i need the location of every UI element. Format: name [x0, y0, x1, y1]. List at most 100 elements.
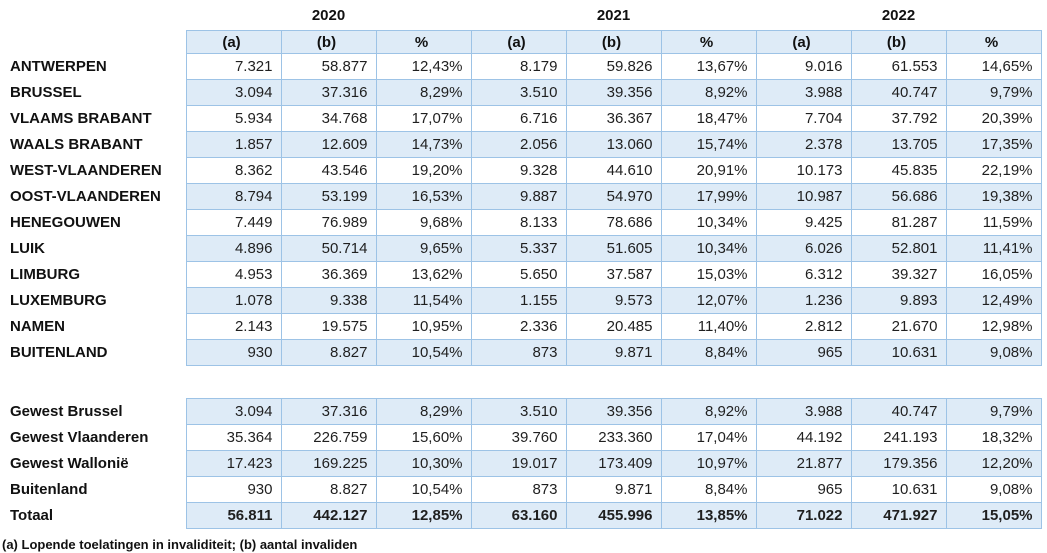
value-cell: 12,20%	[945, 450, 1042, 477]
value-cell: 10,34%	[660, 209, 757, 236]
value-cell: 20,39%	[945, 105, 1042, 132]
value-cell: 22,19%	[945, 157, 1042, 184]
table-row: WEST-VLAANDEREN 8.362 43.546 19,20% 9.328 44.…	[0, 157, 1042, 184]
value-cell: 15,60%	[375, 424, 472, 451]
value-cell: 9,08%	[945, 339, 1042, 366]
value-cell: 9.887	[470, 183, 567, 210]
value-cell: 45.835	[850, 157, 947, 184]
header-2021-b: (b)	[565, 30, 662, 54]
value-cell: 53.199	[280, 183, 377, 210]
value-cell: 3.510	[470, 79, 567, 106]
value-cell: 169.225	[280, 450, 377, 477]
row-label: Gewest Wallonië	[0, 450, 186, 477]
value-cell: 51.605	[565, 235, 662, 262]
value-cell: 6.312	[755, 261, 852, 288]
value-cell: 15,05%	[945, 502, 1042, 529]
value-cell: 36.367	[565, 105, 662, 132]
value-cell: 9.338	[280, 287, 377, 314]
value-cell: 19,38%	[945, 183, 1042, 210]
value-cell: 930	[185, 339, 282, 366]
value-cell: 13.705	[850, 131, 947, 158]
table-row: ANTWERPEN 7.321 58.877 12,43% 8.179 59.826 13,…	[0, 53, 1042, 80]
table-row: VLAAMS BRABANT 5.934 34.768 17,07% 6.716 36.3…	[0, 105, 1042, 132]
value-cell: 12,43%	[375, 53, 472, 80]
value-cell: 15,74%	[660, 131, 757, 158]
value-cell: 8.179	[470, 53, 567, 80]
value-cell: 17,99%	[660, 183, 757, 210]
value-cell: 5.650	[470, 261, 567, 288]
value-cell: 35.364	[185, 424, 282, 451]
row-label: LUXEMBURG	[0, 287, 186, 314]
value-cell: 40.747	[850, 79, 947, 106]
year-label-2022: 2022	[881, 6, 916, 24]
value-cell: 8,84%	[660, 339, 757, 366]
value-cell: 9,79%	[945, 79, 1042, 106]
value-cell: 18,32%	[945, 424, 1042, 451]
value-cell: 21.670	[850, 313, 947, 340]
row-label: NAMEN	[0, 313, 186, 340]
value-cell: 3.094	[185, 79, 282, 106]
value-cell: 58.877	[280, 53, 377, 80]
row-label: LUIK	[0, 235, 186, 262]
value-cell: 8,92%	[660, 398, 757, 425]
value-cell: 8.827	[280, 476, 377, 503]
header-corner-cell	[0, 30, 186, 54]
table-row: NAMEN 2.143 19.575 10,95% 2.336 20.485 11,40% 2…	[0, 313, 1042, 340]
value-cell: 6.716	[470, 105, 567, 132]
value-cell: 13,62%	[375, 261, 472, 288]
value-cell: 16,53%	[375, 183, 472, 210]
value-cell: 9.871	[565, 476, 662, 503]
value-cell: 965	[755, 476, 852, 503]
value-cell: 9.893	[850, 287, 947, 314]
value-cell: 2.143	[185, 313, 282, 340]
value-cell: 12,98%	[945, 313, 1042, 340]
table-row: BRUSSEL 3.094 37.316 8,29% 3.510 39.356 8,92% 3…	[0, 79, 1042, 106]
row-label: BUITENLAND	[0, 339, 186, 366]
header-2021-pct: %	[660, 30, 757, 54]
value-cell: 19.575	[280, 313, 377, 340]
header-2020-pct: %	[375, 30, 472, 54]
row-label: WEST-VLAANDEREN	[0, 157, 186, 184]
value-cell: 17,35%	[945, 131, 1042, 158]
value-cell: 10,97%	[660, 450, 757, 477]
value-cell: 71.022	[755, 502, 852, 529]
value-cell: 13,85%	[660, 502, 757, 529]
value-cell: 9,68%	[375, 209, 472, 236]
value-cell: 12.609	[280, 131, 377, 158]
value-cell: 10.987	[755, 183, 852, 210]
value-cell: 21.877	[755, 450, 852, 477]
value-cell: 2.056	[470, 131, 567, 158]
value-cell: 63.160	[470, 502, 567, 529]
value-cell: 37.792	[850, 105, 947, 132]
value-cell: 59.826	[565, 53, 662, 80]
value-cell: 39.760	[470, 424, 567, 451]
row-label: VLAAMS BRABANT	[0, 105, 186, 132]
footnote: (a) Lopende toelatingen in invaliditeit;…	[2, 537, 358, 552]
table-row: BUITENLAND 930 8.827 10,54% 873 9.871 8,84% 965…	[0, 339, 1042, 366]
value-cell: 39.356	[565, 398, 662, 425]
table-row: LIMBURG 4.953 36.369 13,62% 5.650 37.587 15,03…	[0, 261, 1042, 288]
value-cell: 1.857	[185, 131, 282, 158]
value-cell: 52.801	[850, 235, 947, 262]
value-cell: 10,95%	[375, 313, 472, 340]
value-cell: 14,65%	[945, 53, 1042, 80]
header-2022-a: (a)	[755, 30, 852, 54]
value-cell: 12,85%	[375, 502, 472, 529]
value-cell: 8.362	[185, 157, 282, 184]
table-row: WAALS BRABANT 1.857 12.609 14,73% 2.056 13.06…	[0, 131, 1042, 158]
value-cell: 37.316	[280, 79, 377, 106]
value-cell: 10,34%	[660, 235, 757, 262]
value-cell: 61.553	[850, 53, 947, 80]
value-cell: 9.871	[565, 339, 662, 366]
value-cell: 10,30%	[375, 450, 472, 477]
value-cell: 44.192	[755, 424, 852, 451]
value-cell: 4.953	[185, 261, 282, 288]
value-cell: 1.078	[185, 287, 282, 314]
value-cell: 2.812	[755, 313, 852, 340]
value-cell: 15,03%	[660, 261, 757, 288]
value-cell: 17,04%	[660, 424, 757, 451]
value-cell: 20,91%	[660, 157, 757, 184]
value-cell: 9,79%	[945, 398, 1042, 425]
value-cell: 19,20%	[375, 157, 472, 184]
value-cell: 8,29%	[375, 398, 472, 425]
